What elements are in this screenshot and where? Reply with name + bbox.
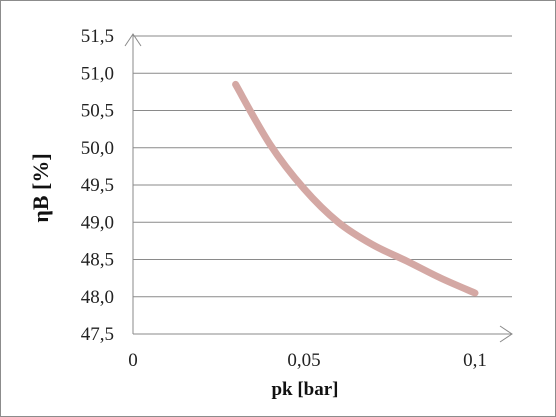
gridlines (133, 35, 512, 298)
series-lines (232, 80, 479, 297)
y-axis-label: ηB [%] (28, 153, 53, 222)
axes (124, 33, 513, 343)
x-tick-label: 0 (128, 350, 138, 371)
series-line (232, 80, 479, 297)
y-tick-label: 49,0 (81, 212, 114, 233)
x-tick-label: 0,1 (463, 350, 487, 371)
y-tick-label: 47,5 (81, 324, 114, 345)
y-tick-label: 50,5 (81, 101, 114, 122)
x-axis-label: pk [bar] (271, 379, 338, 400)
y-tick-label: 48,0 (81, 287, 114, 308)
y-axis-arrow (124, 33, 142, 47)
y-tick-label: 48,5 (81, 250, 114, 271)
x-tick-labels: 0 0,05 0,1 (128, 350, 487, 371)
y-tick-label: 51,0 (81, 63, 114, 84)
y-tick-label: 50,0 (81, 138, 114, 159)
x-axis-arrow (499, 325, 513, 343)
y-tick-label: 51,5 (81, 26, 114, 47)
x-tick-label: 0,05 (287, 350, 320, 371)
y-tick-labels: 47,5 48,0 48,5 49,0 49,5 50,0 50,5 51,0 51,5 (81, 26, 114, 345)
y-tick-label: 49,5 (81, 175, 114, 196)
